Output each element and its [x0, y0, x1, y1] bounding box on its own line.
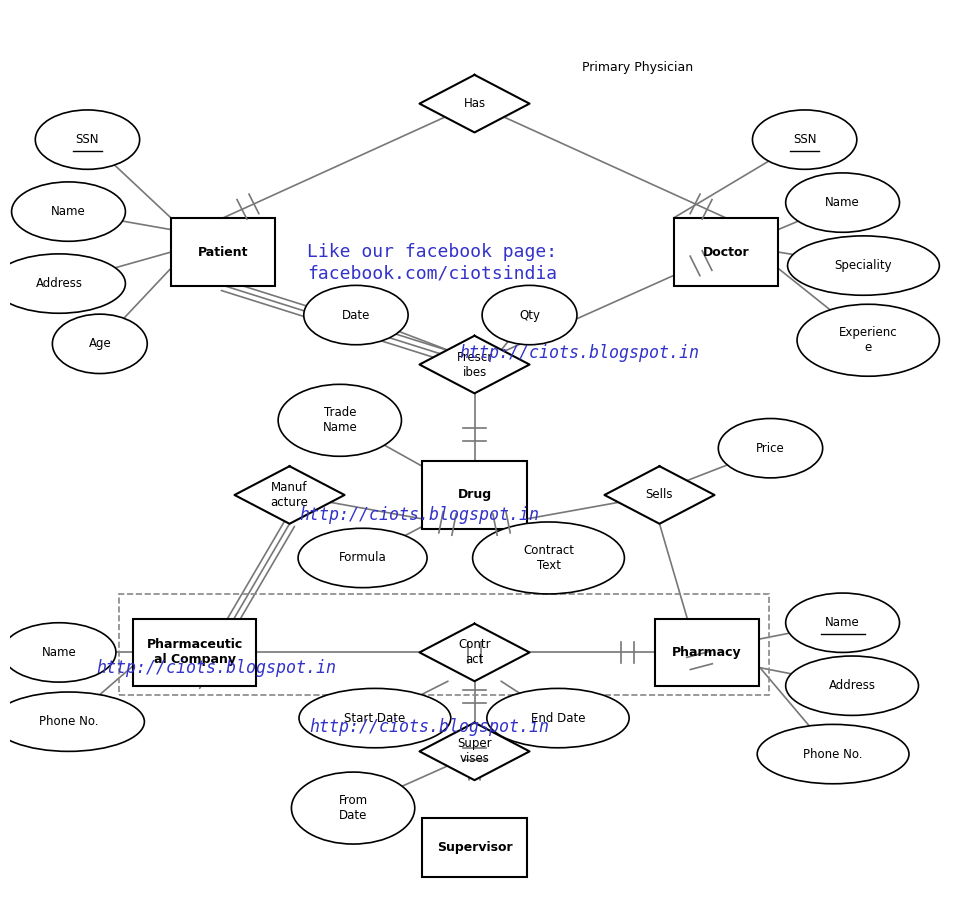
Ellipse shape [472, 522, 624, 594]
Ellipse shape [298, 528, 427, 588]
Text: http://ciots.blogspot.in: http://ciots.blogspot.in [97, 659, 337, 677]
Text: http://ciots.blogspot.in: http://ciots.blogspot.in [299, 506, 539, 524]
Text: Phone No.: Phone No. [803, 747, 862, 761]
Text: Pharmaceutic
al Company: Pharmaceutic al Company [146, 638, 243, 666]
Ellipse shape [299, 688, 451, 748]
Polygon shape [604, 466, 714, 524]
Ellipse shape [786, 656, 919, 715]
Polygon shape [419, 623, 529, 681]
Text: Date: Date [342, 308, 370, 321]
Ellipse shape [0, 692, 144, 751]
Ellipse shape [278, 385, 402, 456]
Text: Name: Name [42, 646, 76, 659]
Polygon shape [419, 75, 529, 132]
Text: Address: Address [829, 679, 876, 692]
Text: Drug: Drug [458, 488, 492, 501]
Text: Trade
Name: Trade Name [322, 407, 357, 434]
Text: Super
vises: Super vises [457, 737, 492, 766]
Ellipse shape [304, 285, 408, 345]
Text: Contr
act: Contr act [458, 638, 491, 666]
Text: Price: Price [756, 442, 785, 454]
Bar [171, 218, 275, 285]
Bar [133, 619, 257, 686]
Bar [422, 461, 527, 529]
Text: Start Date: Start Date [345, 711, 406, 724]
Text: http://ciots.blogspot.in: http://ciots.blogspot.in [459, 344, 699, 362]
Polygon shape [419, 722, 529, 780]
Text: Address: Address [36, 277, 82, 290]
Text: Manuf
acture: Manuf acture [271, 481, 309, 509]
Text: Qty: Qty [519, 308, 540, 321]
Ellipse shape [35, 110, 139, 169]
Ellipse shape [786, 173, 899, 232]
Bar [119, 594, 769, 695]
Text: Name: Name [825, 616, 860, 629]
Ellipse shape [12, 182, 126, 241]
Text: Contract
Text: Contract Text [523, 544, 574, 572]
Ellipse shape [757, 724, 909, 784]
Ellipse shape [797, 304, 939, 376]
Text: Supervisor: Supervisor [437, 841, 512, 854]
Text: Age: Age [88, 337, 111, 351]
Text: SSN: SSN [793, 133, 816, 146]
Polygon shape [234, 466, 345, 524]
Ellipse shape [752, 110, 857, 169]
Text: Name: Name [51, 205, 86, 218]
Text: Has: Has [464, 97, 486, 110]
Text: Like our facebook page:
facebook.com/ciotsindia: Like our facebook page: facebook.com/cio… [307, 243, 557, 282]
Ellipse shape [788, 236, 939, 296]
Bar [674, 218, 778, 285]
Text: Doctor: Doctor [703, 246, 749, 259]
Polygon shape [419, 336, 529, 393]
Text: SSN: SSN [76, 133, 99, 146]
Ellipse shape [0, 254, 126, 313]
Text: http://ciots.blogspot.in: http://ciots.blogspot.in [309, 718, 549, 736]
Text: Experienc
e: Experienc e [839, 326, 897, 354]
Text: Sells: Sells [646, 488, 674, 501]
Text: Speciality: Speciality [834, 259, 892, 272]
Text: Primary Physician: Primary Physician [582, 62, 693, 74]
Text: Pharmacy: Pharmacy [672, 646, 741, 659]
Ellipse shape [487, 688, 629, 748]
Bar [422, 819, 527, 877]
Ellipse shape [786, 593, 899, 653]
Ellipse shape [2, 622, 116, 682]
Text: Patient: Patient [197, 246, 249, 259]
Text: Prescr
ibes: Prescr ibes [456, 351, 493, 378]
Text: Phone No.: Phone No. [39, 715, 98, 728]
Ellipse shape [718, 419, 823, 478]
Text: Name: Name [825, 196, 860, 209]
Text: End Date: End Date [530, 711, 586, 724]
Ellipse shape [52, 314, 147, 374]
Ellipse shape [482, 285, 577, 345]
Text: Formula: Formula [339, 552, 386, 565]
Text: From
Date: From Date [339, 794, 368, 822]
Bar [654, 619, 759, 686]
Ellipse shape [291, 772, 414, 844]
